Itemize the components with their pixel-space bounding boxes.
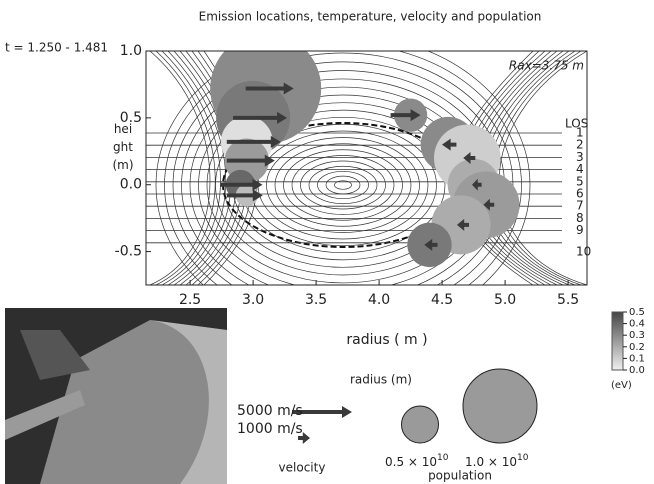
x-tick-label: 3.0 xyxy=(242,292,264,308)
legend-population-circle xyxy=(402,406,439,443)
x-tick-label: 2.5 xyxy=(179,292,201,308)
x-tick-label: 4.5 xyxy=(431,292,453,308)
los-label: 10 xyxy=(576,244,591,258)
colorbar-tick-label: 0.0 xyxy=(629,365,645,376)
rax-annotation: Rax=3.75 m xyxy=(509,59,584,73)
figure: Emission locations, temperature, velocit… xyxy=(0,0,654,484)
time-range: t = 1.250 - 1.481 xyxy=(5,41,108,55)
colorbar xyxy=(612,312,623,370)
legend-velocity-label: 5000 m/s xyxy=(237,403,303,419)
legend-population-exponent: 10 xyxy=(437,453,449,463)
colorbar-tick-label: 0.4 xyxy=(629,319,645,330)
legend-population-exponent: 10 xyxy=(517,453,529,463)
legend-velocity-label: 1000 m/s xyxy=(237,421,303,437)
y-tick-label: 1.0 xyxy=(120,43,142,59)
x-tick-label: 5.5 xyxy=(557,292,579,308)
legend-population-title: population xyxy=(428,469,492,483)
x-tick-label: 4.0 xyxy=(368,292,390,308)
legend-radius-title: radius (m) xyxy=(350,373,412,387)
legend-population-mantissa: 0.5 × 10 xyxy=(385,455,437,469)
camera-image xyxy=(5,308,227,484)
colorbar-tick-label: 0.5 xyxy=(629,307,645,318)
legend-velocity-title: velocity xyxy=(279,461,326,475)
x-axis-label: radius ( m ) xyxy=(346,332,427,348)
y-tick-label: -0.5 xyxy=(115,244,142,260)
y-axis-label: height (m) xyxy=(112,120,134,174)
colorbar-tick-label: 0.3 xyxy=(629,330,645,341)
colorbar-unit: (eV) xyxy=(611,380,632,391)
x-tick-label: 3.5 xyxy=(305,292,327,308)
x-tick-label: 5.0 xyxy=(494,292,516,308)
colorbar-tick-label: 0.2 xyxy=(629,342,645,353)
los-label: 9 xyxy=(576,223,584,237)
chart-title: Emission locations, temperature, velocit… xyxy=(199,10,542,24)
legend-population-mantissa: 1.0 × 10 xyxy=(465,455,517,469)
legend-population-circle xyxy=(463,369,537,443)
y-tick-label: 0.5 xyxy=(120,110,142,126)
colorbar-tick-label: 0.1 xyxy=(629,353,645,364)
y-tick-label: 0.0 xyxy=(120,177,142,193)
